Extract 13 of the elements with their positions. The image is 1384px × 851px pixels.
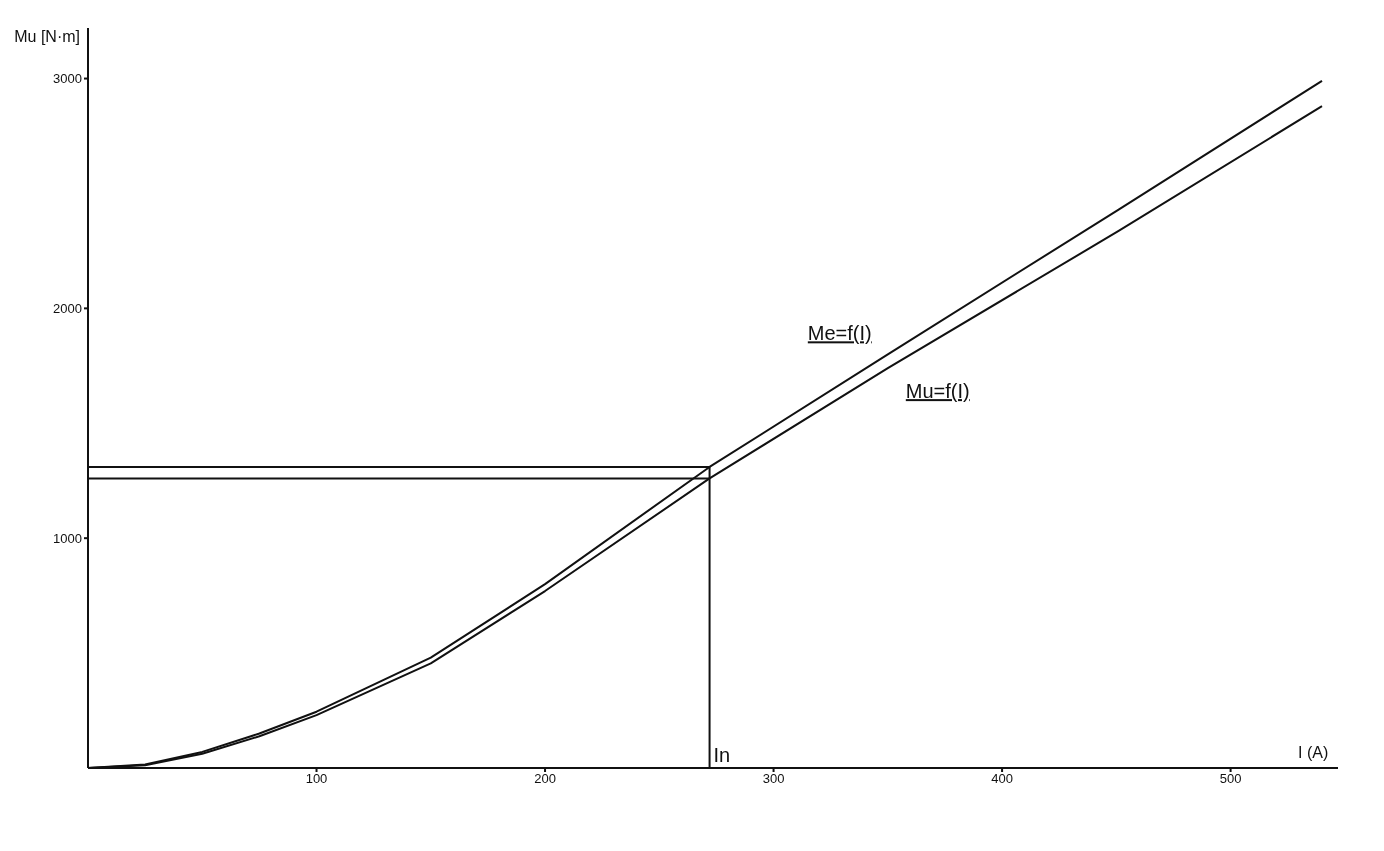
y-tick-label: 1000 (53, 530, 82, 546)
annotation: In (713, 744, 731, 766)
y-tick-label: 2000 (53, 300, 82, 316)
y-tick-label: 3000 (53, 71, 82, 87)
series-label: Me=f(I) (807, 322, 872, 345)
x-tick-label: 500 (1219, 771, 1242, 787)
x-tick-label: 400 (991, 771, 1013, 787)
x-tick-label: 200 (534, 771, 556, 787)
x-axis-title: I (A) (1298, 744, 1329, 761)
x-tick-label: 100 (305, 771, 328, 787)
x-tick-label: 300 (762, 771, 785, 787)
series-label: Mu=f(I) (905, 380, 970, 403)
y-axis-title: Mu [N·m] (14, 28, 80, 45)
